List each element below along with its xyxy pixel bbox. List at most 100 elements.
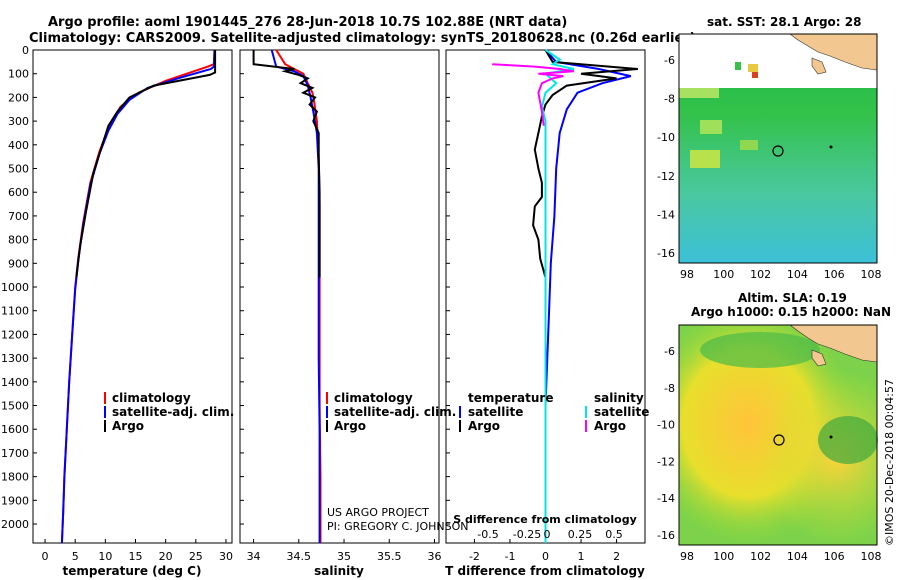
depth-tick-label: 900 [8,257,29,270]
x-tick-label: 25 [189,550,203,563]
x-tick-label: 30 [219,550,233,563]
series-satellite-adj-clim- [60,49,216,544]
x-tick-label: 2 [613,550,620,563]
temperature-legend: climatology satellite-adj. clim. Argo [104,391,234,433]
legend-satellite: satellite-adj. clim. [334,405,456,419]
argo-location-marker [773,434,785,446]
depth-tick-label: 1400 [1,376,29,389]
sal-tick-label: -0.5 [477,528,498,541]
credit-line2: PI: GREGORY C. JOHNSON [327,520,468,533]
map-x-tick-label: 108 [861,550,882,563]
depth-tick-label: 300 [8,115,29,128]
map-y-tick-label: -14 [657,492,675,505]
map-x-tick-label: 100 [713,550,734,563]
map-y-tick-label: -8 [664,93,675,106]
x-tick-label: 0 [42,550,49,563]
legend-t-argo: Argo [468,419,500,433]
legend-satellite: satellite-adj. clim. [112,405,234,419]
legend-climatology: climatology [334,391,413,405]
credit-side: ©IMOS 20-Dec-2018 00:04:57 [883,379,896,546]
map-x-tick-label: 108 [861,268,882,281]
sal-tick-label: -0.25 [513,528,541,541]
map-x-tick-label: 98 [680,550,694,563]
depth-tick-label: 0 [22,44,29,57]
map-x-tick-label: 98 [680,268,694,281]
depth-tick-labels: 0 100 200 300 400 500 600 700 800 900 1000 1100 1200… [1,44,450,531]
salinity-plot: 34 34.5 35 35.5 36 [247,49,441,563]
map-y-tick-label: -14 [657,208,675,221]
sla-map-subtitle: Argo h1000: 0.15 h2000: NaN [691,305,891,319]
argo-location-marker [772,145,784,157]
legend-t-satellite: satellite [468,405,523,419]
map-y-tick-label: -12 [657,455,675,468]
sal-tick-label: 0 [544,528,551,541]
legend-argo: Argo [334,419,366,433]
depth-tick-label: 1700 [1,447,29,460]
series-sal-argo [492,63,575,126]
depth-tick-label: 2000 [1,518,29,531]
depth-tick-label: 1000 [1,281,29,294]
depth-tick-label: 1200 [1,328,29,341]
x-tick-label: 5 [72,550,79,563]
header-line1: Argo profile: aoml 1901445_276 28-Jun-20… [48,15,567,30]
depth-tick-label: 1800 [1,471,29,484]
legend-climatology: climatology [112,391,191,405]
difference-legend: temperature satellite Argo salinity sate… [459,391,649,433]
series-sal-satellite [540,49,575,543]
map-x-tick-label: 100 [713,268,734,281]
difference-xlabel: T difference from climatology [445,564,645,578]
salinity-panel-frame [239,49,440,544]
map-x-tick-label: 104 [787,550,808,563]
sst-map-ticks: 98 100 102 104 106 108 -6 -8 -10 -12 -14 -16 [657,54,881,281]
x-tick-label: -2 [469,550,480,563]
map-y-tick-label: -6 [664,345,675,358]
sal-difference-tick-labels: -0.5 -0.25 0 0.25 0.5 [477,528,622,541]
map-y-tick-label: -6 [664,54,675,67]
header-line2: Climatology: CARS2009. Satellite-adjuste… [29,31,696,46]
salinity-legend: climatology satellite-adj. clim. Argo [326,391,456,433]
map-x-tick-label: 106 [824,268,845,281]
difference-plot: -2 -1 0 1 2 [469,49,638,563]
legend-s-argo: Argo [594,419,626,433]
sal-difference-xlabel: S difference from climatology [453,513,637,526]
depth-tick-label: 100 [8,68,29,81]
legend-temperature-title: temperature [468,391,553,405]
depth-tick-label: 500 [8,163,29,176]
series-argo [252,50,321,278]
map-y-tick-label: -16 [657,529,675,542]
series-argo [75,50,217,278]
map-x-tick-label: 102 [750,268,771,281]
sal-tick-label: 0.5 [605,528,623,541]
depth-tick-label: 200 [8,91,29,104]
temperature-panel-frame [32,49,233,544]
x-tick-label: 1 [578,550,585,563]
legend-salinity-title: salinity [594,391,644,405]
map-y-tick-label: -10 [657,419,675,432]
depth-tick-label: 1900 [1,494,29,507]
legend-argo: Argo [112,419,144,433]
sla-map-ticks: 98 100 102 104 106 108 -6 -8 -10 -12 -14 -16 [657,345,881,563]
map-y-tick-label: -12 [657,170,675,183]
depth-tick-label: 1500 [1,400,29,413]
series-argo [532,49,638,278]
depth-tick-label: 600 [8,186,29,199]
map-y-tick-label: -16 [657,247,675,260]
map-y-tick-label: -8 [664,382,675,395]
map-x-tick-label: 106 [824,550,845,563]
series-satellite [544,49,632,543]
temperature-plot: 0 5 10 15 20 25 30 [42,49,233,563]
map-y-tick-label: -10 [657,131,675,144]
x-tick-label: 20 [159,550,173,563]
x-tick-label: 34.5 [287,550,312,563]
sst-map [678,33,878,264]
x-tick-label: -1 [504,550,515,563]
sst-map-title: sat. SST: 28.1 Argo: 28 [707,15,861,29]
temperature-xlabel: temperature (deg C) [63,564,202,578]
x-tick-label: 10 [98,550,112,563]
x-tick-label: 35 [337,550,351,563]
depth-tick-label: 800 [8,234,29,247]
sla-map-title: Altim. SLA: 0.19 [738,291,847,305]
x-tick-label: 0 [542,550,549,563]
depth-tick-label: 700 [8,210,29,223]
